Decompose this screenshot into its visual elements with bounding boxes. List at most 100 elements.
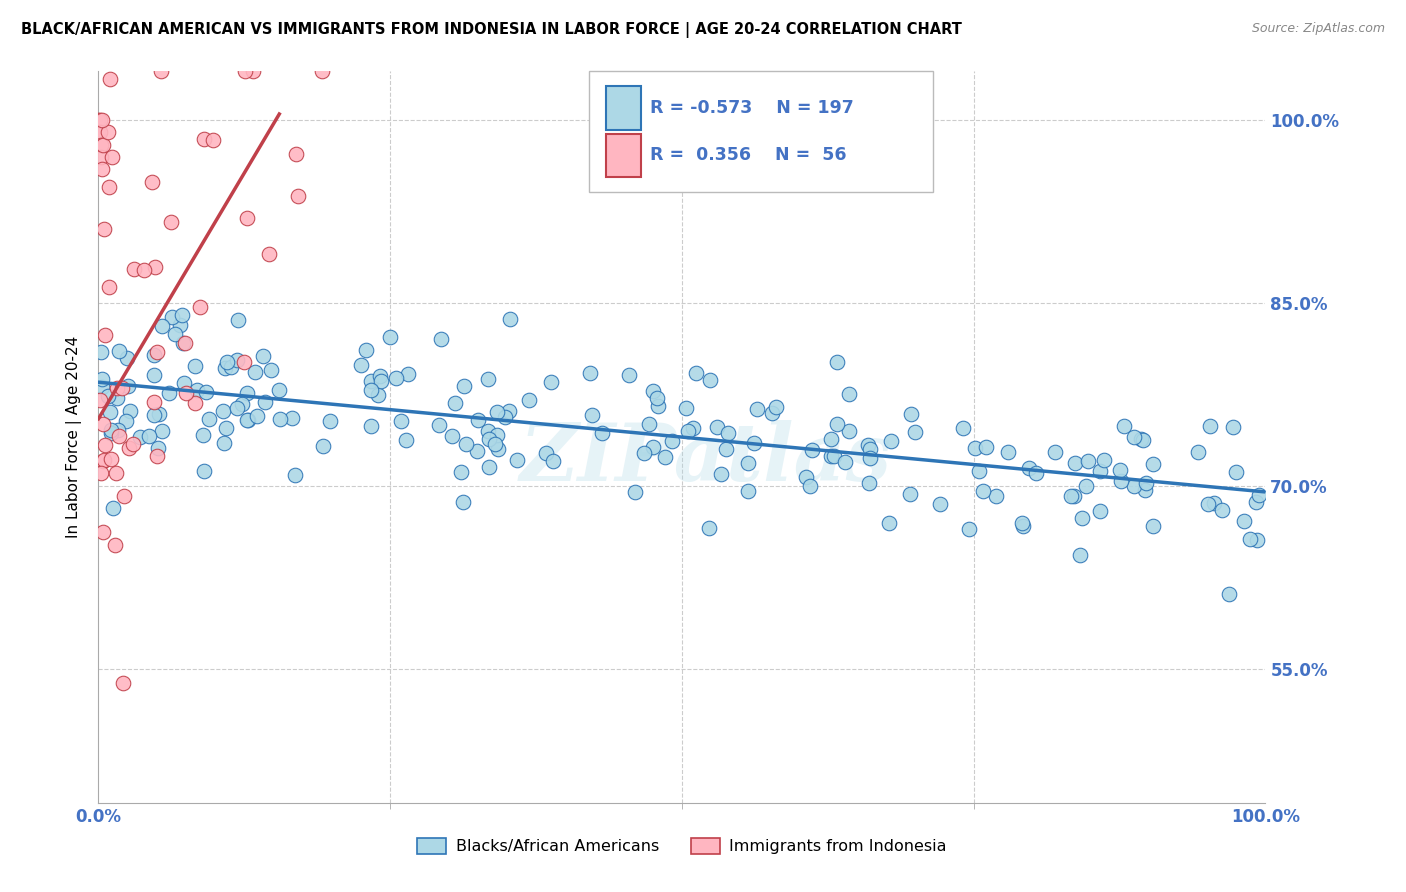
Point xyxy=(1092,453,1115,467)
Point xyxy=(360,383,382,397)
Point xyxy=(453,379,475,393)
Point xyxy=(312,440,335,454)
Point xyxy=(117,379,139,393)
Point xyxy=(654,450,676,464)
Point xyxy=(269,383,291,397)
Point xyxy=(1133,483,1156,497)
Point xyxy=(484,437,506,451)
Point xyxy=(367,388,389,402)
Point xyxy=(148,407,170,421)
Point xyxy=(115,414,138,428)
Point xyxy=(94,328,117,343)
Point xyxy=(100,425,122,440)
Point xyxy=(163,326,186,341)
Point xyxy=(350,358,373,372)
Point xyxy=(101,501,124,516)
Point xyxy=(478,460,501,475)
Point xyxy=(188,300,211,314)
Point xyxy=(198,412,221,426)
Point xyxy=(972,484,994,499)
Point xyxy=(859,442,882,456)
Point xyxy=(368,368,391,383)
Point xyxy=(193,132,215,146)
Point xyxy=(311,64,333,78)
Point xyxy=(676,424,699,438)
Point xyxy=(477,424,499,438)
Point xyxy=(143,348,166,362)
Point xyxy=(87,113,110,128)
Point xyxy=(157,386,180,401)
FancyBboxPatch shape xyxy=(589,71,932,192)
Point xyxy=(91,372,114,386)
Point xyxy=(173,335,195,350)
FancyBboxPatch shape xyxy=(606,134,641,178)
Point xyxy=(645,391,668,405)
Point xyxy=(952,421,974,435)
Point xyxy=(737,484,759,499)
Point xyxy=(87,125,110,139)
Point xyxy=(765,400,787,414)
Point xyxy=(89,113,111,128)
Point xyxy=(172,335,194,350)
Point xyxy=(232,355,254,369)
Point xyxy=(91,525,114,540)
Point xyxy=(242,64,264,78)
Point xyxy=(517,392,540,407)
Point xyxy=(641,384,664,398)
Point xyxy=(150,64,173,78)
Point xyxy=(1011,516,1033,531)
Point xyxy=(246,409,269,423)
Point xyxy=(236,385,259,400)
Point xyxy=(591,426,613,441)
Point xyxy=(219,359,242,374)
Point xyxy=(1069,548,1091,562)
Point xyxy=(173,376,195,390)
Point xyxy=(477,372,499,386)
Point xyxy=(799,479,821,493)
Point xyxy=(141,175,163,189)
Point xyxy=(682,421,704,435)
Point xyxy=(236,413,259,427)
Point xyxy=(478,433,501,447)
Point xyxy=(193,427,215,442)
Point xyxy=(122,436,145,450)
Point xyxy=(98,280,121,294)
Point xyxy=(1132,434,1154,448)
Point xyxy=(825,355,848,369)
Point xyxy=(834,455,856,469)
Text: Source: ZipAtlas.com: Source: ZipAtlas.com xyxy=(1251,22,1385,36)
Point xyxy=(643,440,665,454)
Y-axis label: In Labor Force | Age 20-24: In Labor Force | Age 20-24 xyxy=(66,336,82,538)
Point xyxy=(838,425,860,439)
Point xyxy=(284,467,307,482)
Point xyxy=(838,386,860,401)
Point xyxy=(967,464,990,478)
Point xyxy=(90,137,112,152)
Point xyxy=(105,381,128,395)
Point xyxy=(856,438,879,452)
Point xyxy=(193,464,215,478)
Point xyxy=(485,428,508,442)
Point xyxy=(281,411,304,425)
Point xyxy=(90,466,112,480)
Point xyxy=(104,538,127,552)
Point xyxy=(252,350,274,364)
Point xyxy=(1130,432,1153,446)
Point xyxy=(124,261,146,276)
Point xyxy=(370,375,392,389)
Point xyxy=(486,442,509,457)
Point xyxy=(1063,457,1085,471)
Point xyxy=(231,397,253,411)
Point xyxy=(226,313,249,327)
Point xyxy=(160,215,183,229)
Text: ZIPatlas: ZIPatlas xyxy=(519,420,891,498)
Point xyxy=(1012,519,1035,533)
Point xyxy=(287,189,309,203)
Point xyxy=(1198,418,1220,433)
Point xyxy=(465,443,488,458)
Point xyxy=(737,456,759,470)
Point xyxy=(143,408,166,422)
Point xyxy=(389,413,412,427)
Point xyxy=(820,449,842,463)
Point xyxy=(929,497,952,511)
